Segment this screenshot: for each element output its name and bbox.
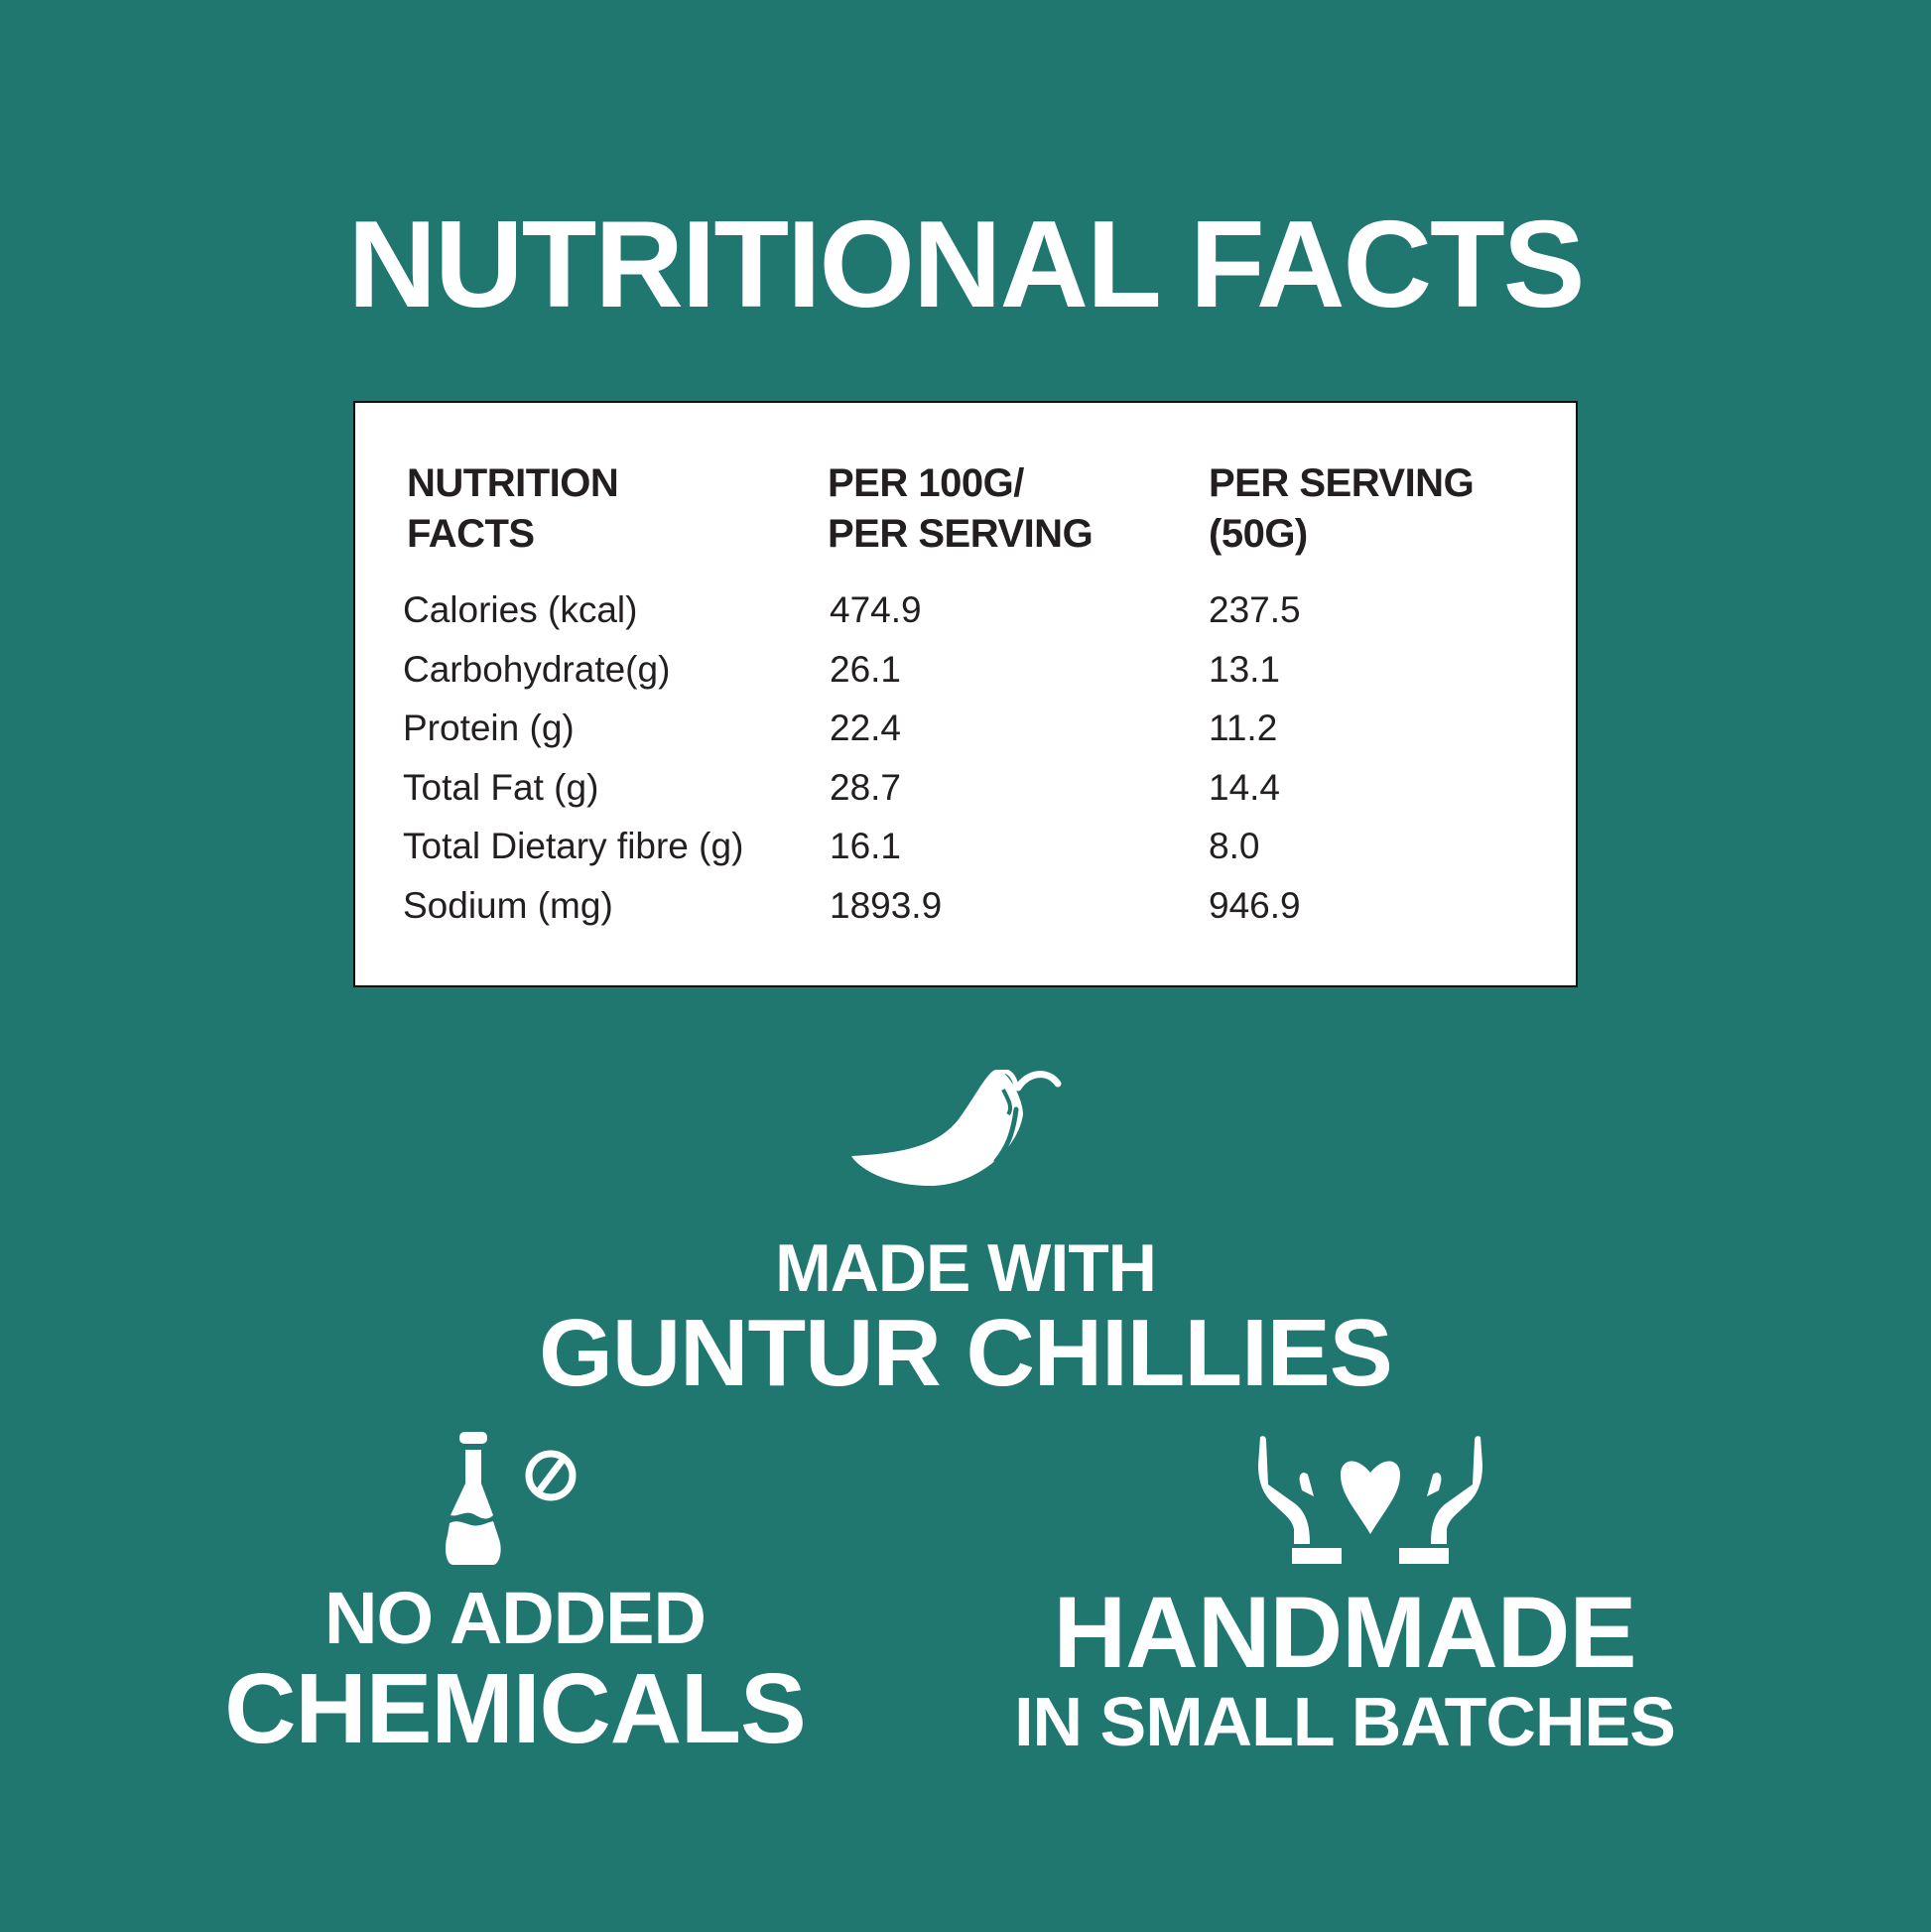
nutrient-label: Protein (g) xyxy=(403,708,575,749)
chilli-icon xyxy=(851,1070,1062,1187)
per-serving-value: 14.4 xyxy=(1209,766,1281,808)
per-100g-value: 22.4 xyxy=(830,708,902,749)
per-100g-value: 1893.9 xyxy=(830,885,943,926)
nutrient-label: Calories (kcal) xyxy=(403,589,638,630)
chilli-line1: MADE WITH xyxy=(775,1230,1157,1306)
header-line: NUTRITION xyxy=(407,461,619,505)
per-100g-value: 28.7 xyxy=(830,766,902,808)
nutrient-label: Total Dietary fibre (g) xyxy=(403,826,744,867)
per-100g-value: 16.1 xyxy=(830,826,902,867)
per-100g-value: 474.9 xyxy=(830,589,922,630)
header-line: PER 100G/ xyxy=(828,461,1024,505)
handmade-line2: IN SMALL BATCHES xyxy=(1014,1683,1676,1760)
header-line: PER SERVING xyxy=(1209,461,1475,505)
per-serving-value: 237.5 xyxy=(1209,589,1301,630)
header-line: FACTS xyxy=(407,512,535,556)
per-serving-value: 13.1 xyxy=(1209,648,1281,690)
page-title: NUTRITIONAL FACTS xyxy=(347,196,1586,333)
nutrient-label: Carbohydrate(g) xyxy=(403,648,671,690)
header-line: PER SERVING xyxy=(828,512,1094,556)
chilli-line2: GUNTUR CHILLIES xyxy=(539,1300,1393,1406)
hands-heart-icon xyxy=(1258,1436,1482,1564)
per-serving-value: 946.9 xyxy=(1209,885,1301,926)
per-serving-value: 8.0 xyxy=(1209,826,1260,867)
nutrient-label: Total Fat (g) xyxy=(403,766,599,808)
chemicals-line2: CHEMICALS xyxy=(224,1653,806,1764)
handmade-line1: HANDMADE xyxy=(1053,1576,1637,1689)
nutrition-table: NUTRITION FACTS PER 100G/ PER SERVING PE… xyxy=(353,401,1578,987)
header-per-100g: PER 100G/ PER SERVING xyxy=(828,458,1094,560)
header-line: (50G) xyxy=(1209,512,1308,556)
per-100g-value: 26.1 xyxy=(830,648,902,690)
per-serving-value: 11.2 xyxy=(1209,708,1278,749)
no-chemicals-flask-icon xyxy=(446,1432,577,1565)
header-nutrition-facts: NUTRITION FACTS xyxy=(407,458,619,560)
header-per-serving: PER SERVING (50G) xyxy=(1209,458,1475,560)
nutrient-label: Sodium (mg) xyxy=(403,885,613,926)
chemicals-line1: NO ADDED xyxy=(324,1577,707,1659)
